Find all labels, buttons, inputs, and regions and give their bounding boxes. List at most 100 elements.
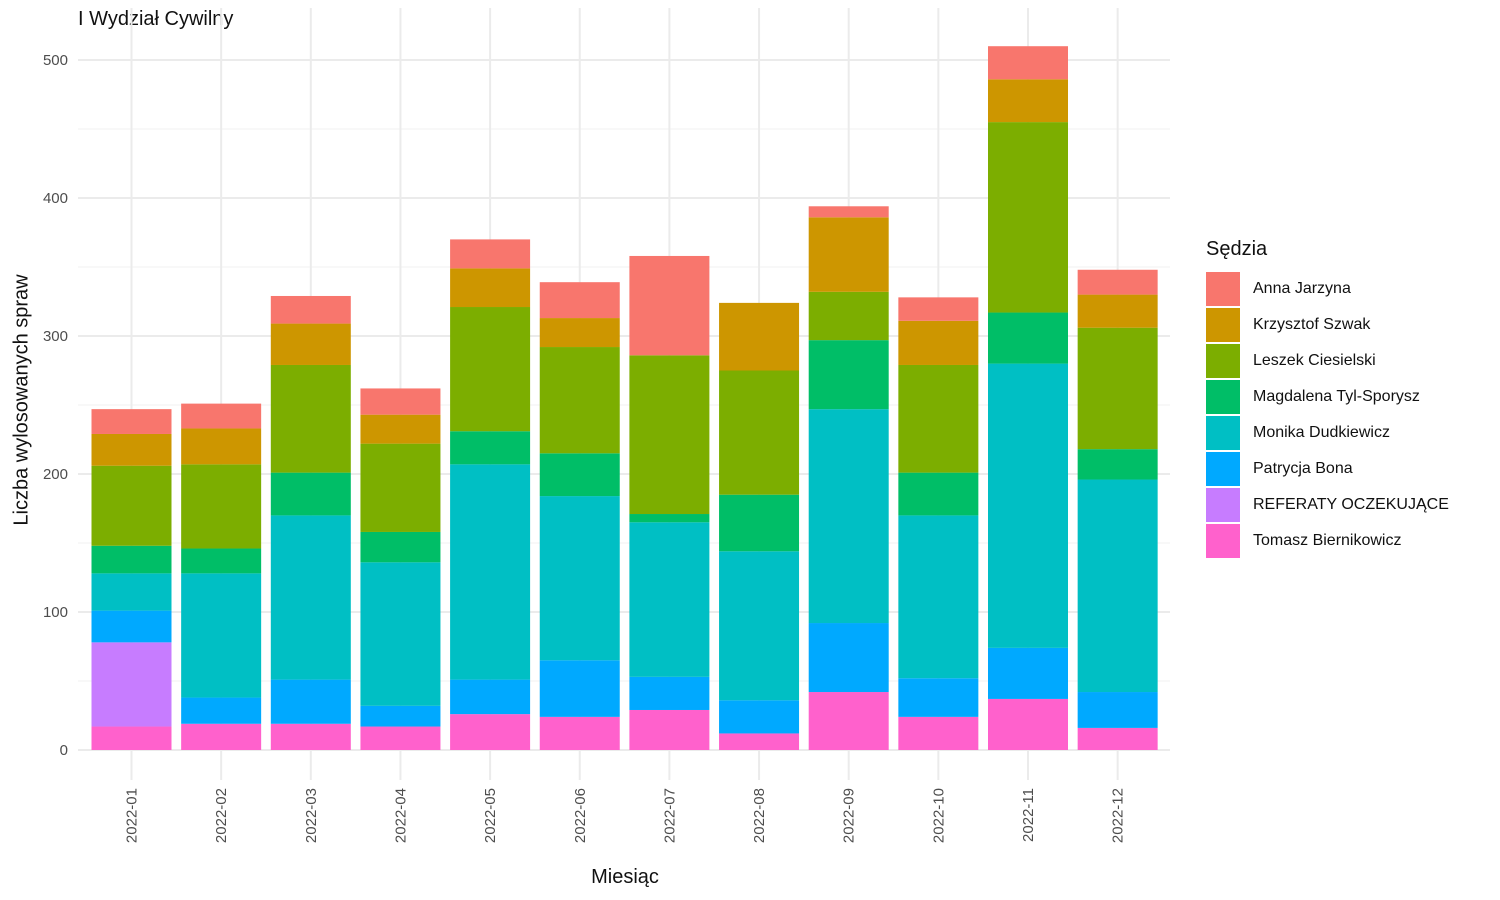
legend-item: Magdalena Tyl-Sporysz [1206,379,1449,415]
bar-segment [988,46,1068,80]
bar-segment [898,364,979,473]
x-tick-label: 2022-07 [661,788,678,843]
bar-segment [91,573,172,611]
bar-segment [1077,269,1158,295]
legend-item: Patrycja Bona [1206,451,1449,487]
x-tick-label: 2022-05 [482,788,499,843]
bar-segment [270,295,351,324]
legend-label: Magdalena Tyl-Sporysz [1253,388,1420,405]
legend-swatch [1206,308,1240,342]
bar-segment [450,307,531,432]
bar-segment [91,433,172,466]
bar-segment [539,318,620,348]
bar-segment [988,312,1068,364]
bar-segment [270,472,351,516]
legend-label: Anna Jarzyna [1253,280,1351,297]
legend-swatch [1206,416,1240,450]
x-tick-label: 2022-09 [841,788,858,843]
bar-segment [629,255,710,356]
x-tick-label: 2022-02 [213,788,230,843]
legend-label: Leszek Ciesielski [1253,352,1376,369]
bar-segment [450,464,531,680]
bar-segment [450,239,531,269]
bar-segment [898,472,979,516]
bar-segment [808,217,889,292]
x-tick-label: 2022-12 [1110,788,1127,843]
bar-segment [898,515,979,679]
bar-segment [629,522,710,677]
legend: Sędzia Anna Jarzyna Krzysztof Szwak Leszek… [1206,238,1449,559]
bar-segment [360,414,441,444]
legend-item: Tomasz Biernikowicz [1206,523,1449,559]
y-tick-label: 200 [43,466,68,483]
bar-segment [988,647,1068,699]
x-tick-label: 2022-06 [572,788,589,843]
bar-segment [539,660,620,717]
bar-segment [1077,327,1158,450]
legend-label: REFERATY OCZEKUJĄCE [1253,496,1449,513]
bar-segment [719,551,800,701]
bar-segment [181,548,262,574]
bar-segment [360,726,441,750]
bar-segment [808,340,889,410]
bar-segment [898,320,979,365]
bar-segment [808,409,889,624]
bar-segment [181,464,262,549]
x-tick-label: 2022-11 [1020,788,1037,842]
bar-segment [450,714,531,750]
bar-segment [898,678,979,717]
legend-label: Tomasz Biernikowicz [1253,532,1402,549]
legend-item: REFERATY OCZEKUJĄCE [1206,487,1449,523]
legend-label: Monika Dudkiewicz [1253,424,1390,441]
bar-segment [450,679,531,715]
bar-segment [539,282,620,319]
bar-segment [988,698,1068,750]
bar-segment [91,610,172,643]
legend-swatch [1206,488,1240,522]
bar-segment [270,515,351,680]
bar-segment [181,573,262,698]
bar-segment [808,206,889,218]
bar-segment [181,428,262,465]
x-tick-label: 2022-10 [930,788,947,843]
bar-segment [1077,294,1158,328]
bar-segment [629,709,710,750]
bar-segment [450,431,531,465]
bar-segment [181,403,262,429]
bar-segment [1077,727,1158,750]
legend-label: Patrycja Bona [1253,460,1353,477]
bar-segment [91,545,172,574]
bar-segment [91,465,172,546]
x-tick-label: 2022-04 [392,788,409,843]
bar-segment [360,388,441,415]
legend-swatch [1206,452,1240,486]
bar-segment [270,364,351,473]
bar-segment [360,705,441,727]
bar-segment [181,697,262,724]
y-axis-label: Liczba wylosowanych spraw [10,274,33,526]
bar-segment [719,370,800,495]
bar-segment [808,692,889,750]
bar-segment [629,355,710,515]
bar-segment [360,531,441,563]
legend-swatch [1206,344,1240,378]
y-tick-label: 100 [43,604,68,621]
x-tick-label: 2022-03 [303,788,320,843]
bar-segment [91,726,172,750]
bar-segment [808,623,889,693]
bar-segment [539,496,620,661]
bar-segment [719,302,800,371]
legend-title: Sędzia [1206,238,1268,260]
chart-title: I Wydział Cywilny [78,8,234,30]
bar-segment [270,679,351,724]
bar-segment [539,347,620,454]
bar-segment [808,291,889,341]
bar-segment [539,453,620,497]
bar-segment [360,562,441,706]
bar-segment [1077,449,1158,480]
bar-segment [360,443,441,532]
bar-segment [91,642,172,727]
bar-segment [450,268,531,308]
bar-segment [91,409,172,434]
